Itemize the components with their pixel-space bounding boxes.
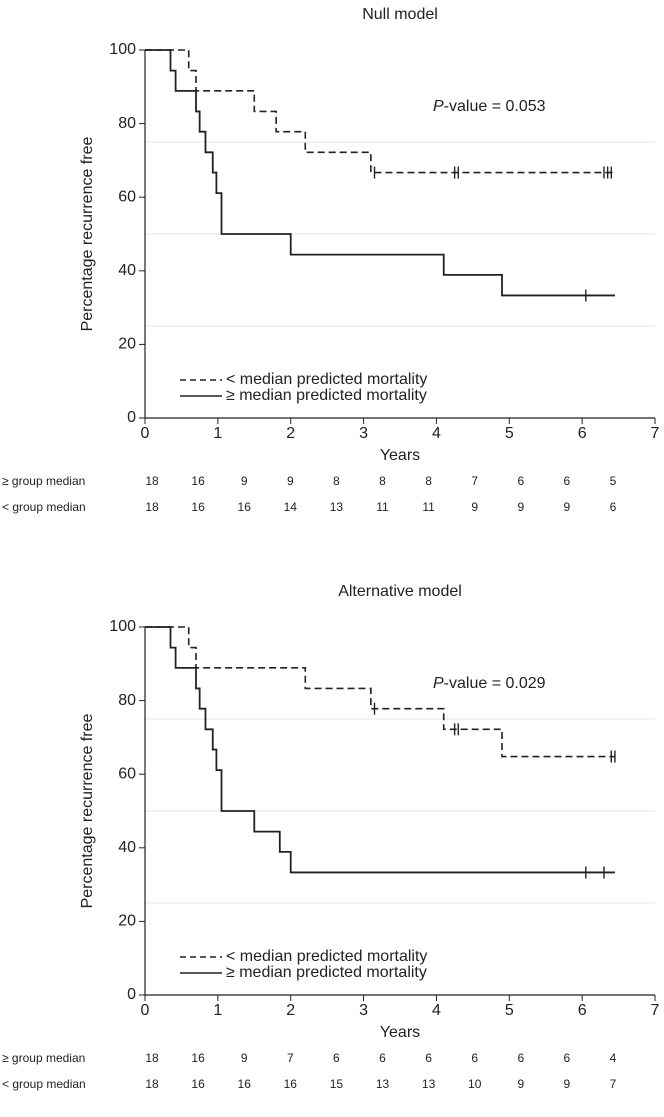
p-italic: P	[433, 675, 444, 692]
survival-curve	[145, 626, 615, 874]
risk-count: 11	[422, 500, 435, 514]
risk-count: 18	[145, 474, 159, 488]
risk-count: 7	[287, 1051, 294, 1065]
risk-count: 16	[284, 1077, 298, 1091]
risk-count: 6	[333, 1051, 340, 1065]
survival-curve	[145, 626, 615, 758]
risk-count: 6	[610, 500, 617, 514]
y-tick-label: 60	[118, 188, 136, 205]
risk-count: 6	[517, 1051, 524, 1065]
risk-count: 9	[471, 500, 478, 514]
risk-row-label: ≥ group median	[2, 1051, 85, 1065]
risk-count: 18	[145, 1051, 159, 1065]
legend-label: < median predicted mortality	[226, 371, 427, 388]
risk-count: 9	[241, 1051, 248, 1065]
y-tick-label: 100	[109, 618, 136, 635]
x-tick-label: 1	[213, 425, 222, 442]
risk-count: 13	[422, 1077, 436, 1091]
x-tick-label: 0	[141, 1002, 150, 1019]
p-italic: P	[433, 98, 444, 115]
p-value: P-value = 0.053	[433, 98, 546, 115]
y-tick-label: 0	[127, 986, 136, 1003]
x-tick-label: 5	[505, 1002, 514, 1019]
risk-count: 13	[376, 1077, 390, 1091]
risk-count: 18	[145, 500, 159, 514]
risk-count: 14	[284, 500, 298, 514]
risk-count: 8	[333, 474, 340, 488]
legend-label: < median predicted mortality	[226, 948, 427, 965]
risk-count: 9	[517, 1077, 524, 1091]
legend-label: ≥ median predicted mortality	[226, 387, 427, 404]
chart-title: Alternative model	[338, 583, 462, 600]
risk-count: 13	[330, 500, 344, 514]
risk-count: 4	[610, 1051, 617, 1065]
y-tick-label: 20	[118, 913, 136, 930]
y-axis-label: Percentage recurrence free	[79, 137, 96, 332]
risk-count: 5	[610, 474, 617, 488]
risk-count: 6	[471, 1051, 478, 1065]
x-tick-label: 7	[651, 425, 660, 442]
x-tick-label: 5	[505, 425, 514, 442]
risk-count: 16	[191, 1051, 205, 1065]
chart-title: Null model	[362, 6, 438, 23]
x-tick-label: 2	[286, 425, 295, 442]
risk-count: 16	[191, 474, 205, 488]
risk-count: 9	[287, 474, 294, 488]
risk-count: 7	[471, 474, 478, 488]
p-text: -value = 0.053	[444, 98, 546, 115]
x-tick-label: 6	[578, 1002, 587, 1019]
x-tick-label: 7	[651, 1002, 660, 1019]
x-tick-label: 4	[432, 425, 441, 442]
risk-count: 6	[379, 1051, 386, 1065]
risk-count: 6	[517, 474, 524, 488]
risk-count: 8	[379, 474, 386, 488]
x-tick-label: 3	[359, 425, 368, 442]
risk-count: 16	[191, 1077, 205, 1091]
risk-count: 9	[517, 500, 524, 514]
x-tick-label: 4	[432, 1002, 441, 1019]
risk-row-label: < group median	[2, 1077, 86, 1091]
y-tick-label: 60	[118, 765, 136, 782]
x-tick-label: 0	[141, 425, 150, 442]
risk-count: 9	[564, 1077, 571, 1091]
risk-count: 6	[564, 474, 571, 488]
risk-count: 16	[238, 1077, 252, 1091]
p-text: -value = 0.029	[444, 675, 546, 692]
x-axis-label: Years	[380, 447, 420, 464]
y-tick-label: 80	[118, 115, 136, 132]
x-tick-label: 6	[578, 425, 587, 442]
risk-row-label: < group median	[2, 500, 86, 514]
y-tick-label: 0	[127, 409, 136, 426]
risk-count: 8	[425, 474, 432, 488]
risk-count: 9	[241, 474, 248, 488]
p-value: P-value = 0.029	[433, 675, 546, 692]
km-chart: Alternative model 0 20 40 60 80 100 0 1 2 3 4 5 6 7 Yea…	[2, 583, 660, 1091]
x-tick-label: 3	[359, 1002, 368, 1019]
survival-curve	[145, 49, 615, 174]
risk-count: 15	[330, 1077, 344, 1091]
survival-curve	[145, 49, 615, 297]
y-tick-label: 80	[118, 692, 136, 709]
risk-count: 18	[145, 1077, 159, 1091]
risk-count: 10	[468, 1077, 482, 1091]
risk-row-label: ≥ group median	[2, 474, 85, 488]
risk-count: 11	[376, 500, 389, 514]
x-tick-label: 1	[213, 1002, 222, 1019]
risk-count: 7	[610, 1077, 617, 1091]
x-tick-label: 2	[286, 1002, 295, 1019]
risk-count: 6	[564, 1051, 571, 1065]
legend-label: ≥ median predicted mortality	[226, 964, 427, 981]
y-tick-label: 100	[109, 41, 136, 58]
risk-count: 6	[425, 1051, 432, 1065]
x-axis-label: Years	[380, 1024, 420, 1041]
risk-count: 16	[191, 500, 205, 514]
risk-count: 9	[564, 500, 571, 514]
y-tick-label: 40	[118, 262, 136, 279]
y-axis-label: Percentage recurrence free	[79, 714, 96, 909]
km-chart: Null model 0 20 40 60 80 100 0 1 2 3 4 5 6 7 Years Perce…	[2, 6, 660, 514]
y-tick-label: 20	[118, 336, 136, 353]
risk-count: 16	[238, 500, 252, 514]
y-tick-label: 40	[118, 839, 136, 856]
